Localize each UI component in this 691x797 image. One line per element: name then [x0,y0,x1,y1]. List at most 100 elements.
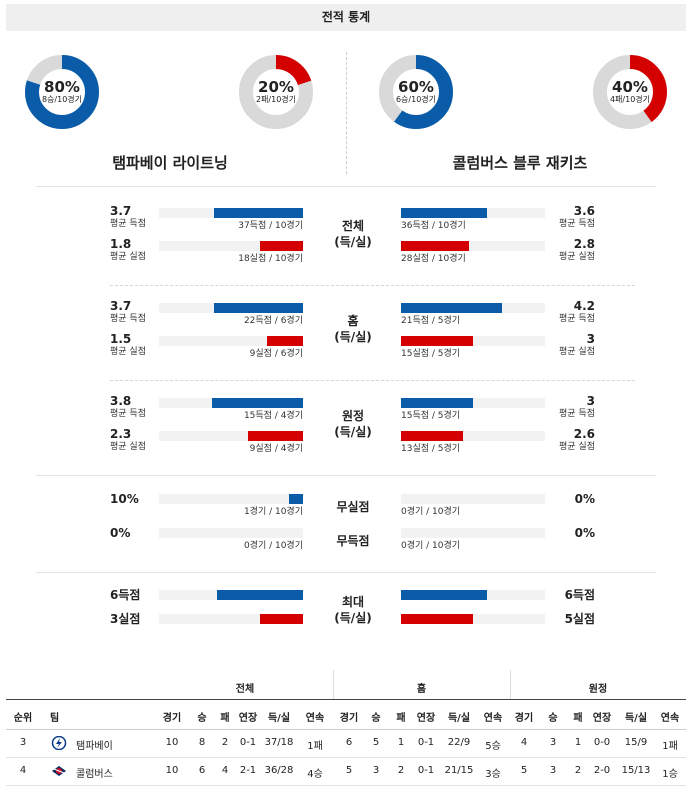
table-cell: 6 [345,737,353,748]
bar-track-right [401,431,545,441]
bar-caption-right: 15득점 / 5경기 [401,411,461,421]
table-sub-header: 패 [396,713,406,724]
table-sub-header: 패 [220,713,230,724]
table-cell: 1 [574,737,582,748]
bar-caption-right: 15실점 / 5경기 [401,349,461,359]
bar-caption-right: 21득점 / 5경기 [401,316,461,326]
bar-caption-left: 0경기 / 10경기 [243,541,303,551]
stat-label-right: 평균 실점 [559,442,595,452]
bar-caption-right: 13실점 / 5경기 [401,444,461,454]
bar-caption-left: 9실점 / 6경기 [249,349,303,359]
section-label-sub: (득/실) [334,330,372,344]
table-cell: 0-1 [417,765,435,776]
bar-track-right [401,528,545,538]
stat-value-left: 6득점 [110,588,141,602]
bar-track-left [159,590,303,600]
stat-value-right: 3.6 [573,204,595,218]
donut-fill [239,55,313,129]
donut-percent: 40% [612,78,648,96]
table-sub-header: 연속 [305,713,325,724]
bar-track-left [159,431,303,441]
donut-chart [593,55,667,129]
table-cell: 3 [549,765,557,776]
donut-percent: 20% [258,78,294,96]
section-label-sub: (득/실) [334,611,372,625]
table-cell: 2-0 [593,765,611,776]
table-sub-header: 득/실 [624,713,648,724]
table-header-rule [6,729,686,730]
table-group-header: 전체 [235,684,255,695]
stat-label-left: 평균 실점 [110,347,146,357]
bar-caption-right: 0경기 / 10경기 [401,541,461,551]
bar-caption-left: 9실점 / 4경기 [249,444,303,454]
stat-value-right: 2.8 [573,237,595,251]
stat-value-left: 1.8 [110,237,132,251]
table-cell: 3승 [485,769,501,780]
table-cell: 15/13 [621,765,651,776]
table-sub-header: 승 [197,713,207,724]
stat-label-right: 평균 실점 [559,347,595,357]
table-cell: 0-0 [593,737,611,748]
stat-value-right: 0% [574,526,595,540]
table-sub-header: 패 [573,713,583,724]
stat-value-left: 10% [110,492,139,506]
section-label: 홈 [347,314,359,328]
donut-percent: 60% [398,78,434,96]
bar-right [401,431,463,441]
bar-caption-left: 1경기 / 10경기 [243,507,303,517]
table-cell: 8 [198,737,206,748]
donut-fill [593,55,667,129]
bar-caption-right: 0경기 / 10경기 [401,507,461,517]
donut-chart [25,55,99,129]
table-sub-header: 경기 [514,713,534,724]
table-cell: 5 [520,765,528,776]
donut-subtitle: 4패/10경기 [609,95,651,104]
bar-track-right [401,614,545,624]
bar-caption-left: 22득점 / 6경기 [243,316,303,326]
divider [36,572,656,573]
table-cell: 2-1 [239,765,257,776]
table-sub-header: 연장 [592,713,612,724]
table-row-rule [6,757,686,758]
lightning-logo-icon [50,735,68,751]
table-cell: 1 [397,737,405,748]
bar-caption-right: 28실점 / 10경기 [401,254,466,264]
table-group-divider [510,670,511,700]
table-group-header: 원정 [588,684,608,695]
bar-left [213,208,303,218]
table-team-name: 탬파베이 [76,741,113,752]
stat-label-right: 평균 득점 [559,409,595,419]
bar-track-left [159,208,303,218]
bar-right [401,303,502,313]
bar-right [401,614,473,624]
divider [36,186,656,187]
bar-track-right [401,336,545,346]
team-name-right: 콜럼버스 블루 재키츠 [452,154,588,172]
bar-left [259,241,303,251]
donut-chart [239,55,313,129]
table-cell: 3 [372,765,380,776]
bar-track-left [159,241,303,251]
stat-value-right: 5실점 [564,612,595,626]
donut-subtitle: 8승/10경기 [41,95,83,104]
donut-percent: 80% [44,78,80,96]
table-cell: 5승 [485,741,501,752]
stat-label-left: 평균 득점 [110,314,146,324]
table-cell: 1패 [662,741,678,752]
section-label: 최대 [341,595,365,609]
stat-label-left: 평균 실점 [110,442,146,452]
stat-label-right: 평균 실점 [559,252,595,262]
bar-right [401,208,488,218]
bar-track-left [159,494,303,504]
table-cell: 10 [165,765,179,776]
table-cell: 2 [574,765,582,776]
bar-caption-left: 18실점 / 10경기 [238,254,303,264]
table-cell: 0-1 [417,737,435,748]
table-sub-header: 연속 [660,713,680,724]
table-cell: 0-1 [239,737,257,748]
bar-track-right [401,398,545,408]
table-team-name: 콜럼버스 [76,769,113,780]
page-title: 전적 통계 [6,4,686,31]
table-sub-header: 승 [371,713,381,724]
bar-track-right [401,303,545,313]
